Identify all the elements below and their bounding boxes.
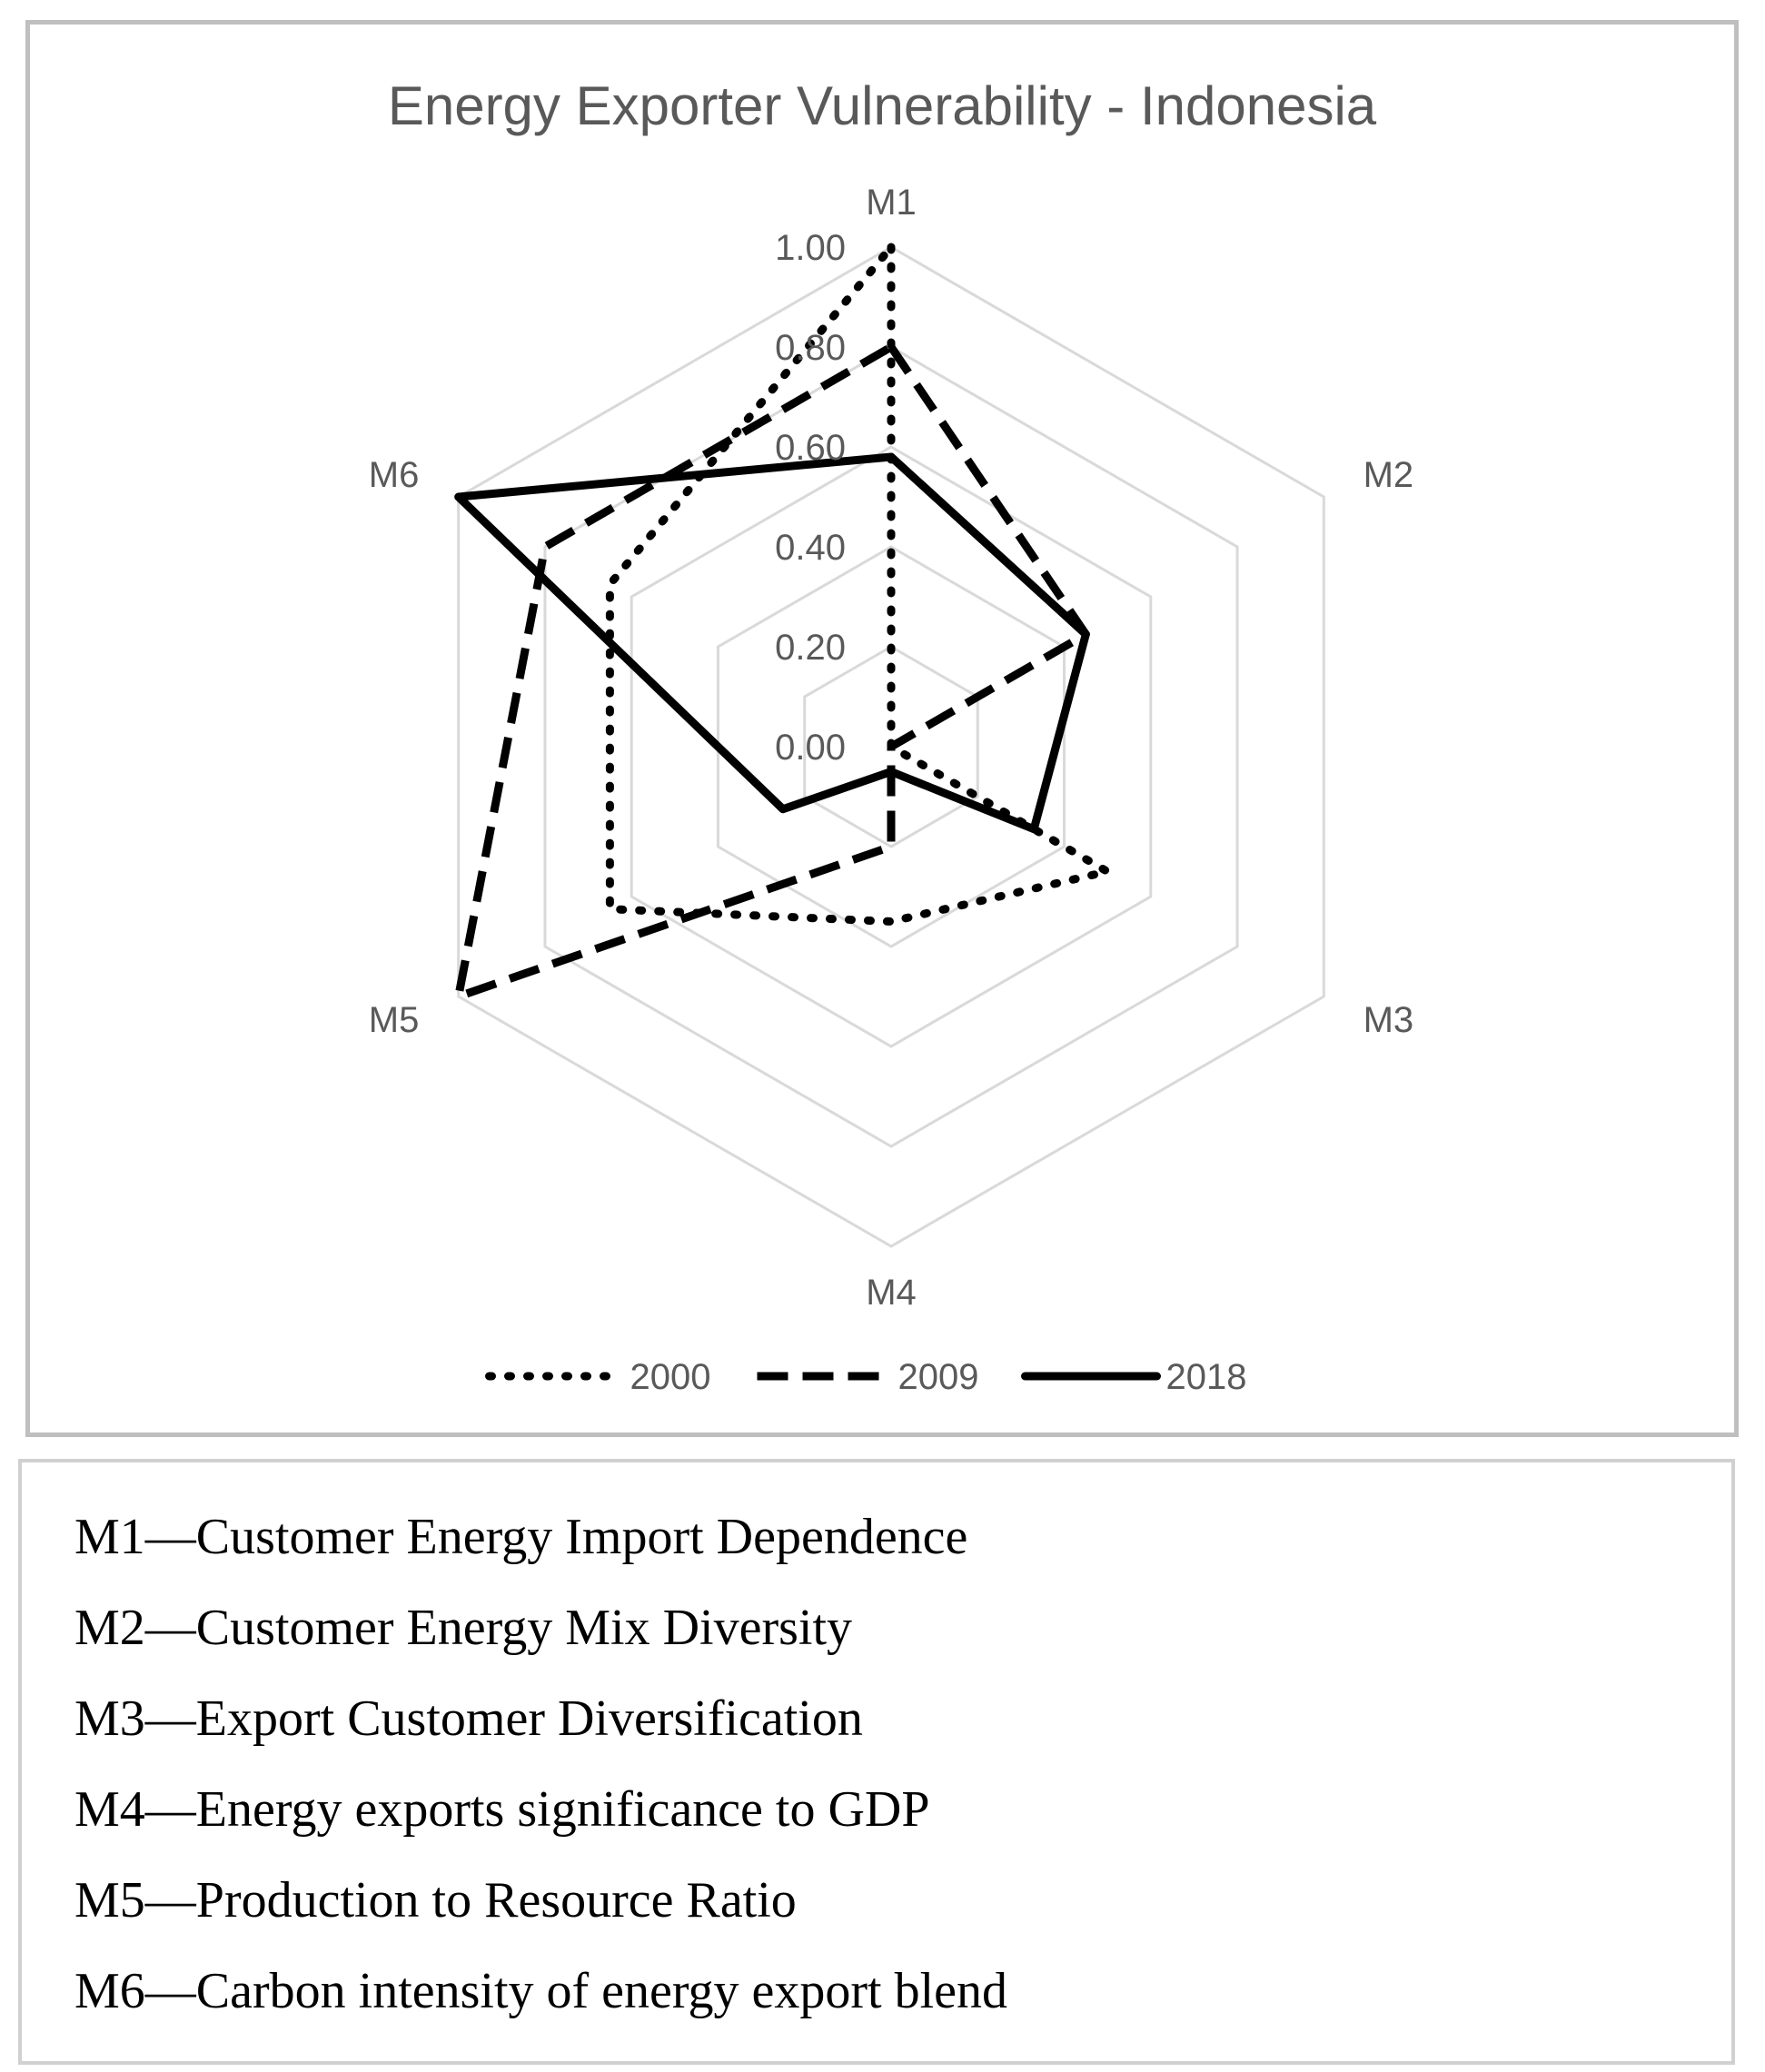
chart-title: Energy Exporter Vulnerability - Indonesi… (388, 75, 1377, 136)
point-2000-M6 (609, 583, 610, 585)
axis-label-m6: M6 (369, 455, 420, 495)
point-2000-M5 (609, 908, 610, 910)
definition-m5: M5—Production to Resource Ratio (74, 1872, 797, 1928)
legend-label-2000: 2000 (630, 1357, 711, 1397)
tick-label-4: 0.80 (775, 328, 846, 368)
definition-m3: M3—Export Customer Diversification (74, 1690, 863, 1747)
tick-label-2: 0.40 (775, 528, 846, 568)
definition-m6: M6—Carbon intensity of energy export ble… (74, 1963, 1008, 2019)
axis-label-m5: M5 (369, 1000, 420, 1040)
axis-label-m2: M2 (1363, 455, 1414, 495)
axis-label-m3: M3 (1363, 1000, 1414, 1040)
radar-series (454, 243, 1112, 1001)
grid-ring-4 (543, 345, 1239, 1148)
chart-legend: 2000 2009 2018 (485, 1357, 1247, 1397)
definition-m2: M2—Customer Energy Mix Diversity (74, 1600, 853, 1656)
legend-label-2009: 2009 (898, 1357, 979, 1397)
axis-labels: M1 M2 M3 M4 M5 M6 (369, 183, 1413, 1313)
axis-label-m4: M4 (866, 1273, 917, 1313)
legend-label-2018: 2018 (1166, 1357, 1247, 1397)
tick-label-1: 0.20 (775, 628, 846, 668)
axis-label-m1: M1 (866, 183, 917, 223)
grid-ring-3 (630, 445, 1153, 1048)
definition-m4: M4—Energy exports significance to GDP (74, 1781, 930, 1838)
series-2009 (454, 342, 1090, 1001)
radar-chart: Energy Exporter Vulnerability - Indonesi… (369, 75, 1413, 1397)
radial-tick-labels: 0.00 0.20 0.40 0.60 0.80 1.00 (775, 228, 846, 768)
chart-frame: Energy Exporter Vulnerability - Indonesi… (25, 20, 1739, 1437)
tick-label-3: 0.60 (775, 428, 846, 468)
metric-definitions-box: M1—Customer Energy Import Dependence M2—… (18, 1459, 1735, 2065)
definition-m1: M1—Customer Energy Import Dependence (74, 1509, 968, 1565)
tick-label-0: 0.00 (775, 728, 846, 768)
tick-label-5: 1.00 (775, 228, 846, 268)
series-2018 (454, 452, 1090, 834)
